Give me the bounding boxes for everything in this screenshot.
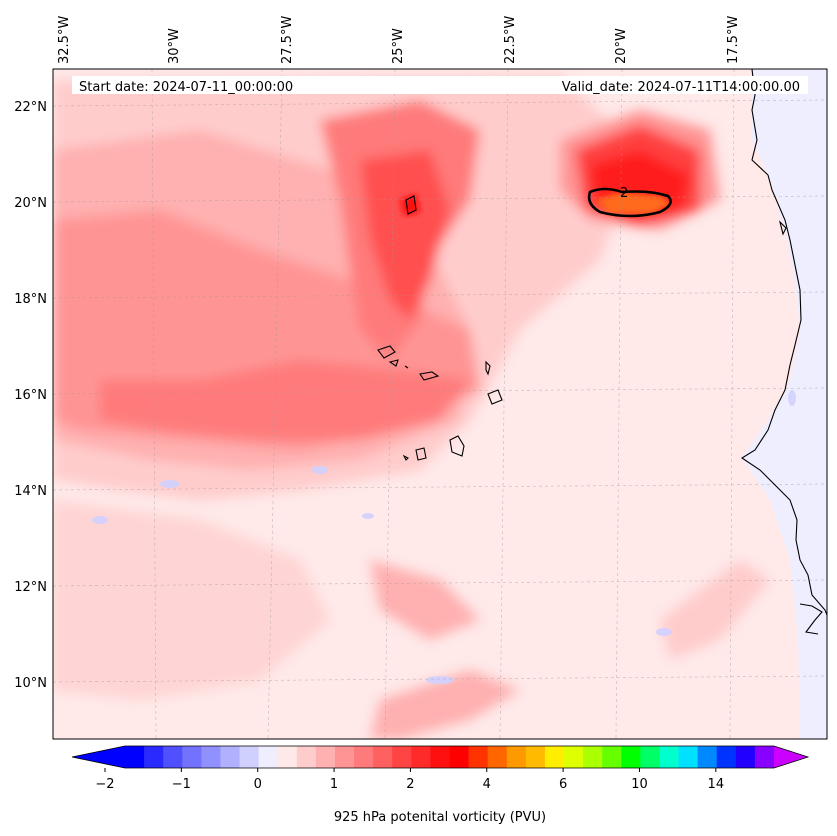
colorbar-swatch <box>602 746 622 768</box>
colorbar-swatch <box>392 746 412 768</box>
lat-label: 22°N <box>14 100 47 115</box>
colorbar-swatch <box>735 746 756 768</box>
colorbar-swatch <box>506 746 527 768</box>
colorbar-tick-label: −1 <box>172 777 191 792</box>
colorbar-swatch <box>525 746 546 768</box>
colorbar-swatch <box>487 746 508 768</box>
lon-label: 22.5°W <box>503 16 518 64</box>
colorbar-swatch <box>659 746 680 768</box>
pv-field: 2 <box>53 69 827 739</box>
colorbar-tick-label: 4 <box>483 777 491 792</box>
colorbar-swatch <box>468 746 489 768</box>
colorbar-swatch <box>449 746 470 768</box>
colorbar-swatch <box>430 746 451 768</box>
colorbar-tick-label: 10 <box>631 777 648 792</box>
colorbar-swatch <box>315 746 336 768</box>
colorbar-tick-label: 6 <box>559 777 567 792</box>
lon-label: 25°W <box>391 28 406 64</box>
colorbar-swatch <box>411 746 432 768</box>
colorbar-swatch <box>544 746 565 768</box>
colorbar-swatch <box>678 746 699 768</box>
start-date-label: Start date: 2024-07-11_00:00:00 <box>79 80 293 95</box>
lon-label: 20°W <box>614 28 629 64</box>
colorbar-swatch <box>697 746 718 768</box>
graticule <box>53 69 827 739</box>
colorbar-swatch <box>621 746 641 768</box>
colorbar-swatch <box>144 746 164 768</box>
header-bar <box>72 76 808 94</box>
longitude-labels: 32.5°W 30°W 27.5°W 25°W 22.5°W 20°W 17.5… <box>57 16 741 64</box>
colorbar-tick-label: 1 <box>330 777 338 792</box>
valid-date-label: Valid_date: 2024-07-11T14:00:00.00 <box>562 80 800 95</box>
colorbar-swatch <box>564 746 584 768</box>
colorbar-swatch <box>716 746 737 768</box>
colorbar-swatch <box>640 746 661 768</box>
cape-verde-islands <box>377 195 503 461</box>
lat-label: 14°N <box>14 484 47 499</box>
colorbar-title: 925 hPa potenital vorticity (PVU) <box>334 810 546 825</box>
lat-label: 16°N <box>14 388 47 403</box>
colorbar-swatch <box>354 746 374 768</box>
map-frame <box>52 68 828 740</box>
colorbar-swatch <box>258 746 279 768</box>
colorbar-extend-high <box>774 746 808 768</box>
lon-label: 27.5°W <box>280 16 295 64</box>
colorbar-swatch <box>277 746 298 768</box>
colorbar-swatch <box>296 746 317 768</box>
colorbar-tick-label: −2 <box>95 777 114 792</box>
colorbar-swatch <box>239 746 260 768</box>
colorbar-tick-label: 0 <box>254 777 262 792</box>
colorbar-swatch <box>182 746 202 768</box>
colorbar-swatch <box>163 746 183 768</box>
africa-coastline <box>740 69 827 616</box>
colorbar-swatch <box>334 746 355 768</box>
colorbar: −2 −1 0 1 2 4 6 10 14 925 hPa potenital vorticit… <box>71 745 810 825</box>
lat-label: 12°N <box>14 580 47 595</box>
lon-label: 32.5°W <box>57 16 72 64</box>
latitude-labels: 22°N 20°N 18°N 16°N 14°N 12°N 10°N <box>14 100 47 691</box>
colorbar-swatch <box>220 746 241 768</box>
lat-label: 10°N <box>14 676 47 691</box>
colorbar-extend-low <box>72 746 125 768</box>
colorbar-swatch <box>754 746 775 768</box>
colorbar-tick-label: 2 <box>406 777 414 792</box>
colorbar-tick-label: 14 <box>708 777 725 792</box>
lon-label: 17.5°W <box>726 16 741 64</box>
lat-label: 20°N <box>14 196 47 211</box>
colorbar-swatch <box>201 746 222 768</box>
lon-label: 30°W <box>167 28 182 64</box>
pv-2-contour <box>587 187 672 218</box>
colorbar-swatch <box>373 746 393 768</box>
contour-label: 2 <box>620 186 628 201</box>
lat-label: 18°N <box>14 292 47 307</box>
colorbar-swatch <box>125 746 145 768</box>
colorbar-swatch <box>583 746 603 768</box>
